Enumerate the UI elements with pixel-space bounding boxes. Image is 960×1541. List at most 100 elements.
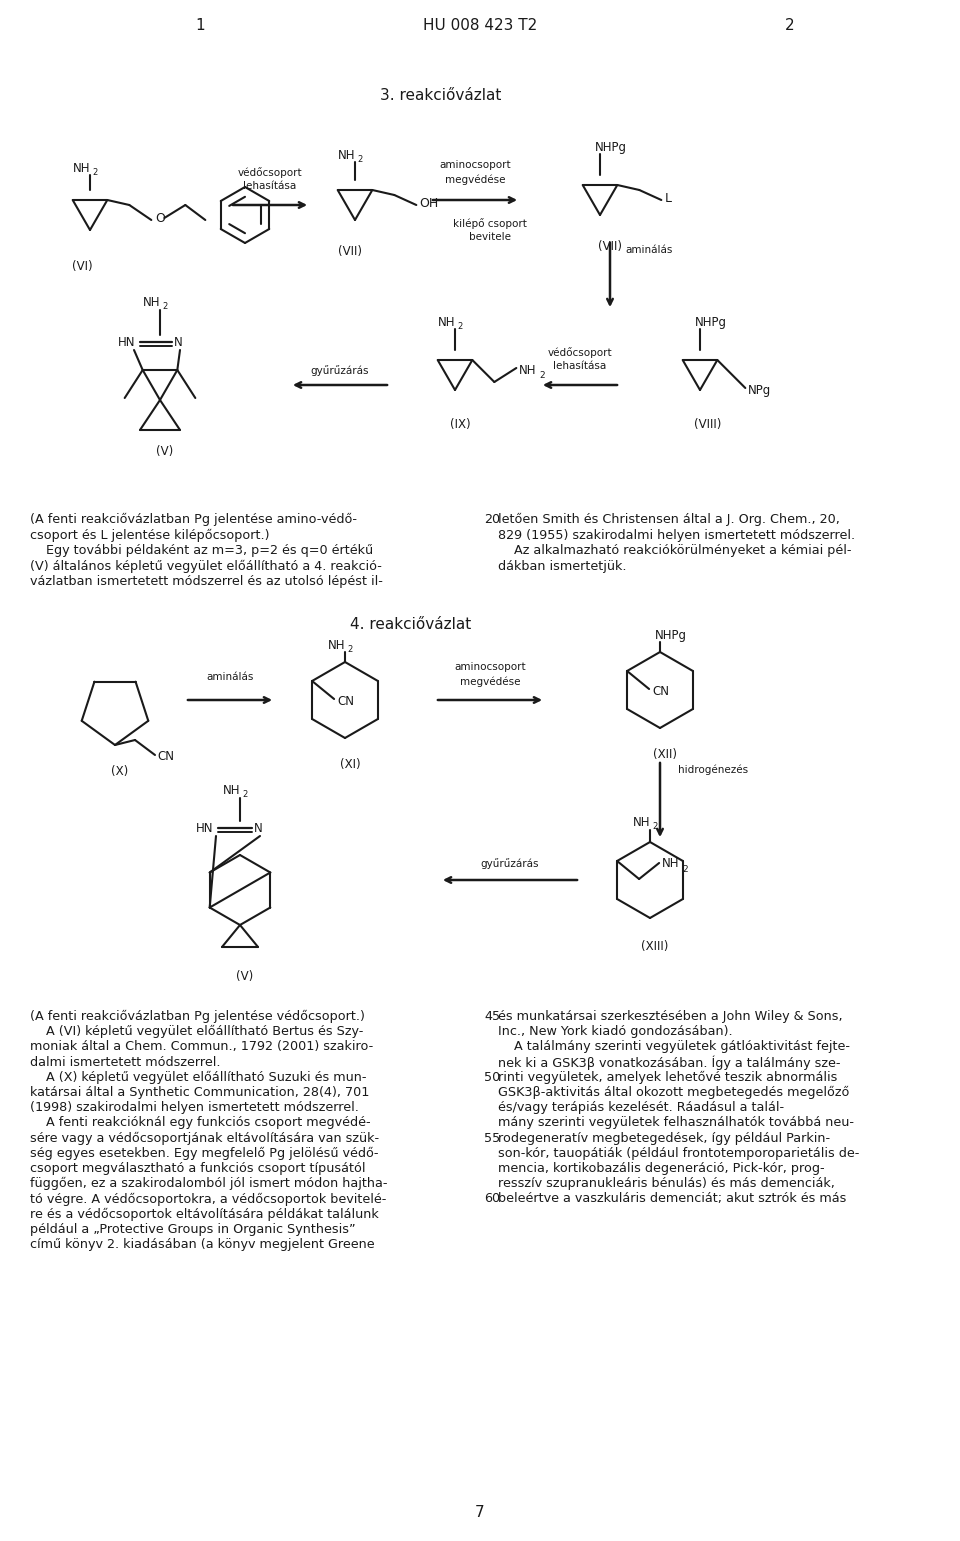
- Text: megvédése: megvédése: [460, 676, 520, 686]
- Text: 2: 2: [683, 865, 687, 874]
- Text: CN: CN: [652, 684, 669, 698]
- Text: NH: NH: [328, 638, 346, 652]
- Text: (VII): (VII): [338, 245, 362, 257]
- Text: (XII): (XII): [653, 747, 677, 761]
- Text: (VI): (VI): [72, 260, 92, 273]
- Text: rinti vegyületek, amelyek lehetővé teszik abnormális: rinti vegyületek, amelyek lehetővé teszi…: [498, 1071, 837, 1083]
- Text: és/vagy terápiás kezelését. Ráadásul a talál-: és/vagy terápiás kezelését. Ráadásul a t…: [498, 1102, 784, 1114]
- Text: NH: NH: [439, 316, 456, 328]
- Text: NH: NH: [143, 296, 160, 308]
- Text: védőcsoport: védőcsoport: [238, 166, 302, 177]
- Text: (X): (X): [111, 764, 129, 778]
- Text: 2: 2: [242, 789, 248, 798]
- Text: OH: OH: [420, 197, 439, 210]
- Text: resszív szupranukleáris bénulás) és más demenciák,: resszív szupranukleáris bénulás) és más …: [498, 1177, 835, 1190]
- Text: NHPg: NHPg: [655, 629, 687, 641]
- Text: NH: NH: [73, 162, 91, 174]
- Text: letően Smith és Christensen által a J. Org. Chem., 20,: letően Smith és Christensen által a J. O…: [498, 513, 840, 525]
- Text: A fenti reakcióknál egy funkciós csoport megvédé-: A fenti reakcióknál egy funkciós csoport…: [30, 1116, 371, 1130]
- Text: NH: NH: [224, 783, 241, 797]
- Text: A (X) képletű vegyület előállítható Suzuki és mun-: A (X) képletű vegyület előállítható Suzu…: [30, 1071, 367, 1083]
- Text: (VIII): (VIII): [694, 418, 722, 431]
- Text: Az alkalmazható reakciókörülményeket a kémiai pél-: Az alkalmazható reakciókörülményeket a k…: [498, 544, 852, 556]
- Text: moniak által a Chem. Commun., 1792 (2001) szakiro-: moniak által a Chem. Commun., 1792 (2001…: [30, 1040, 373, 1054]
- Text: 60: 60: [484, 1193, 500, 1205]
- Text: vázlatban ismertetett módszerrel és az utolsó lépést il-: vázlatban ismertetett módszerrel és az u…: [30, 575, 383, 589]
- Text: (XIII): (XIII): [641, 940, 669, 952]
- Text: aminocsoport: aminocsoport: [439, 160, 511, 170]
- Text: 2: 2: [162, 302, 167, 310]
- Text: mencia, kortikobazális degeneráció, Pick-kór, prog-: mencia, kortikobazális degeneráció, Pick…: [498, 1162, 825, 1174]
- Text: beleértve a vaszkuláris demenciát; akut sztrók és más: beleértve a vaszkuláris demenciát; akut …: [498, 1193, 847, 1205]
- Text: című könyv 2. kiadásában (a könyv megjelent Greene: című könyv 2. kiadásában (a könyv megjel…: [30, 1237, 374, 1251]
- Text: (1998) szakirodalmi helyen ismertetett módszerrel.: (1998) szakirodalmi helyen ismertetett m…: [30, 1102, 359, 1114]
- Text: 2: 2: [540, 370, 545, 379]
- Text: kilépő csoport: kilépő csoport: [453, 217, 527, 230]
- Text: gyűrűzárás: gyűrűzárás: [311, 365, 370, 376]
- Text: védőcsoport: védőcsoport: [548, 347, 612, 358]
- Text: Inc., New York kiadó gondozásában).: Inc., New York kiadó gondozásában).: [498, 1025, 732, 1039]
- Text: 55: 55: [484, 1131, 500, 1145]
- Text: 4. reakciővázlat: 4. reakciővázlat: [350, 616, 471, 632]
- Text: 829 (1955) szakirodalmi helyen ismertetett módszerrel.: 829 (1955) szakirodalmi helyen ismertete…: [498, 529, 855, 541]
- Text: (V) általános képletű vegyület előállítható a 4. reakció-: (V) általános képletű vegyület előállíth…: [30, 559, 382, 573]
- Text: NH: NH: [662, 857, 680, 869]
- Text: gyűrűzárás: gyűrűzárás: [481, 858, 540, 869]
- Text: HN: HN: [196, 821, 213, 835]
- Text: (XI): (XI): [340, 758, 360, 770]
- Text: dákban ismertetjük.: dákban ismertetjük.: [498, 559, 627, 573]
- Text: 50: 50: [484, 1071, 500, 1083]
- Text: son-kór, tauopátiák (például frontotemporoparietális de-: son-kór, tauopátiák (például frontotempo…: [498, 1147, 859, 1160]
- Text: CN: CN: [157, 749, 174, 763]
- Text: L: L: [664, 191, 671, 205]
- Text: aminálás: aminálás: [625, 245, 672, 254]
- Text: katársai által a Synthetic Communication, 28(4), 701: katársai által a Synthetic Communication…: [30, 1086, 370, 1099]
- Text: HU 008 423 T2: HU 008 423 T2: [422, 18, 538, 32]
- Text: és munkatársai szerkesztésében a John Wiley & Sons,: és munkatársai szerkesztésében a John Wi…: [498, 1009, 843, 1023]
- Text: CN: CN: [337, 695, 354, 707]
- Text: A (VI) képletű vegyület előállítható Bertus és Szy-: A (VI) képletű vegyület előállítható Ber…: [30, 1025, 364, 1039]
- Text: 20: 20: [484, 513, 500, 525]
- Text: 1: 1: [195, 18, 204, 32]
- Text: megvédése: megvédése: [444, 174, 505, 185]
- Text: bevitele: bevitele: [469, 233, 511, 242]
- Text: O: O: [156, 211, 165, 225]
- Text: csoport és L jelentése kilépőcsoport.): csoport és L jelentése kilépőcsoport.): [30, 529, 270, 541]
- Text: GSK3β-aktivitás által okozott megbetegedés megelőző: GSK3β-aktivitás által okozott megbeteged…: [498, 1086, 850, 1099]
- Text: tó végre. A védőcsoportokra, a védőcsoportok bevitelé-: tó végre. A védőcsoportokra, a védőcsopo…: [30, 1193, 386, 1205]
- Text: NH: NH: [519, 364, 537, 376]
- Text: (A fenti reakciővázlatban Pg jelentése védőcsoport.): (A fenti reakciővázlatban Pg jelentése v…: [30, 1009, 365, 1023]
- Text: mány szerinti vegyületek felhasználhatók továbbá neu-: mány szerinti vegyületek felhasználhatók…: [498, 1116, 854, 1130]
- Text: csoport megválasztható a funkciós csoport típusától: csoport megválasztható a funkciós csopor…: [30, 1162, 366, 1174]
- Text: re és a védőcsoportok eltávolítására példákat találunk: re és a védőcsoportok eltávolítására pél…: [30, 1208, 379, 1220]
- Text: (V): (V): [156, 445, 174, 458]
- Text: dalmi ismertetett módszerrel.: dalmi ismertetett módszerrel.: [30, 1056, 221, 1068]
- Text: hidrogénezés: hidrogénezés: [678, 764, 748, 775]
- Text: 2: 2: [357, 154, 362, 163]
- Text: aminocsoport: aminocsoport: [454, 663, 526, 672]
- Text: például a „Protective Groups in Organic Synthesis”: például a „Protective Groups in Organic …: [30, 1224, 355, 1236]
- Text: 3. reakciővázlat: 3. reakciővázlat: [380, 88, 501, 103]
- Text: (IX): (IX): [449, 418, 470, 431]
- Text: N: N: [254, 821, 263, 835]
- Text: lehasítása: lehasítása: [553, 361, 607, 371]
- Text: 7: 7: [475, 1506, 485, 1519]
- Text: HN: HN: [118, 336, 135, 348]
- Text: 2: 2: [785, 18, 795, 32]
- Text: 2: 2: [92, 168, 97, 177]
- Text: rodegeneratív megbetegedések, így például Parkin-: rodegeneratív megbetegedések, így példáu…: [498, 1131, 830, 1145]
- Text: függően, ez a szakirodalomból jól ismert módon hajtha-: függően, ez a szakirodalomból jól ismert…: [30, 1177, 388, 1190]
- Text: (V): (V): [236, 969, 253, 983]
- Text: N: N: [174, 336, 182, 348]
- Text: lehasítása: lehasítása: [244, 180, 297, 191]
- Text: NHPg: NHPg: [695, 316, 727, 328]
- Text: 2: 2: [457, 322, 463, 330]
- Text: 2: 2: [652, 821, 658, 831]
- Text: NH: NH: [634, 815, 651, 829]
- Text: aminálás: aminálás: [206, 672, 253, 683]
- Text: (VII): (VII): [598, 240, 622, 253]
- Text: A találmány szerinti vegyületek gátlóaktivitást fejte-: A találmány szerinti vegyületek gátlóakt…: [498, 1040, 850, 1054]
- Text: 45: 45: [484, 1009, 500, 1023]
- Text: 2: 2: [347, 644, 352, 653]
- Text: NPg: NPg: [749, 384, 772, 396]
